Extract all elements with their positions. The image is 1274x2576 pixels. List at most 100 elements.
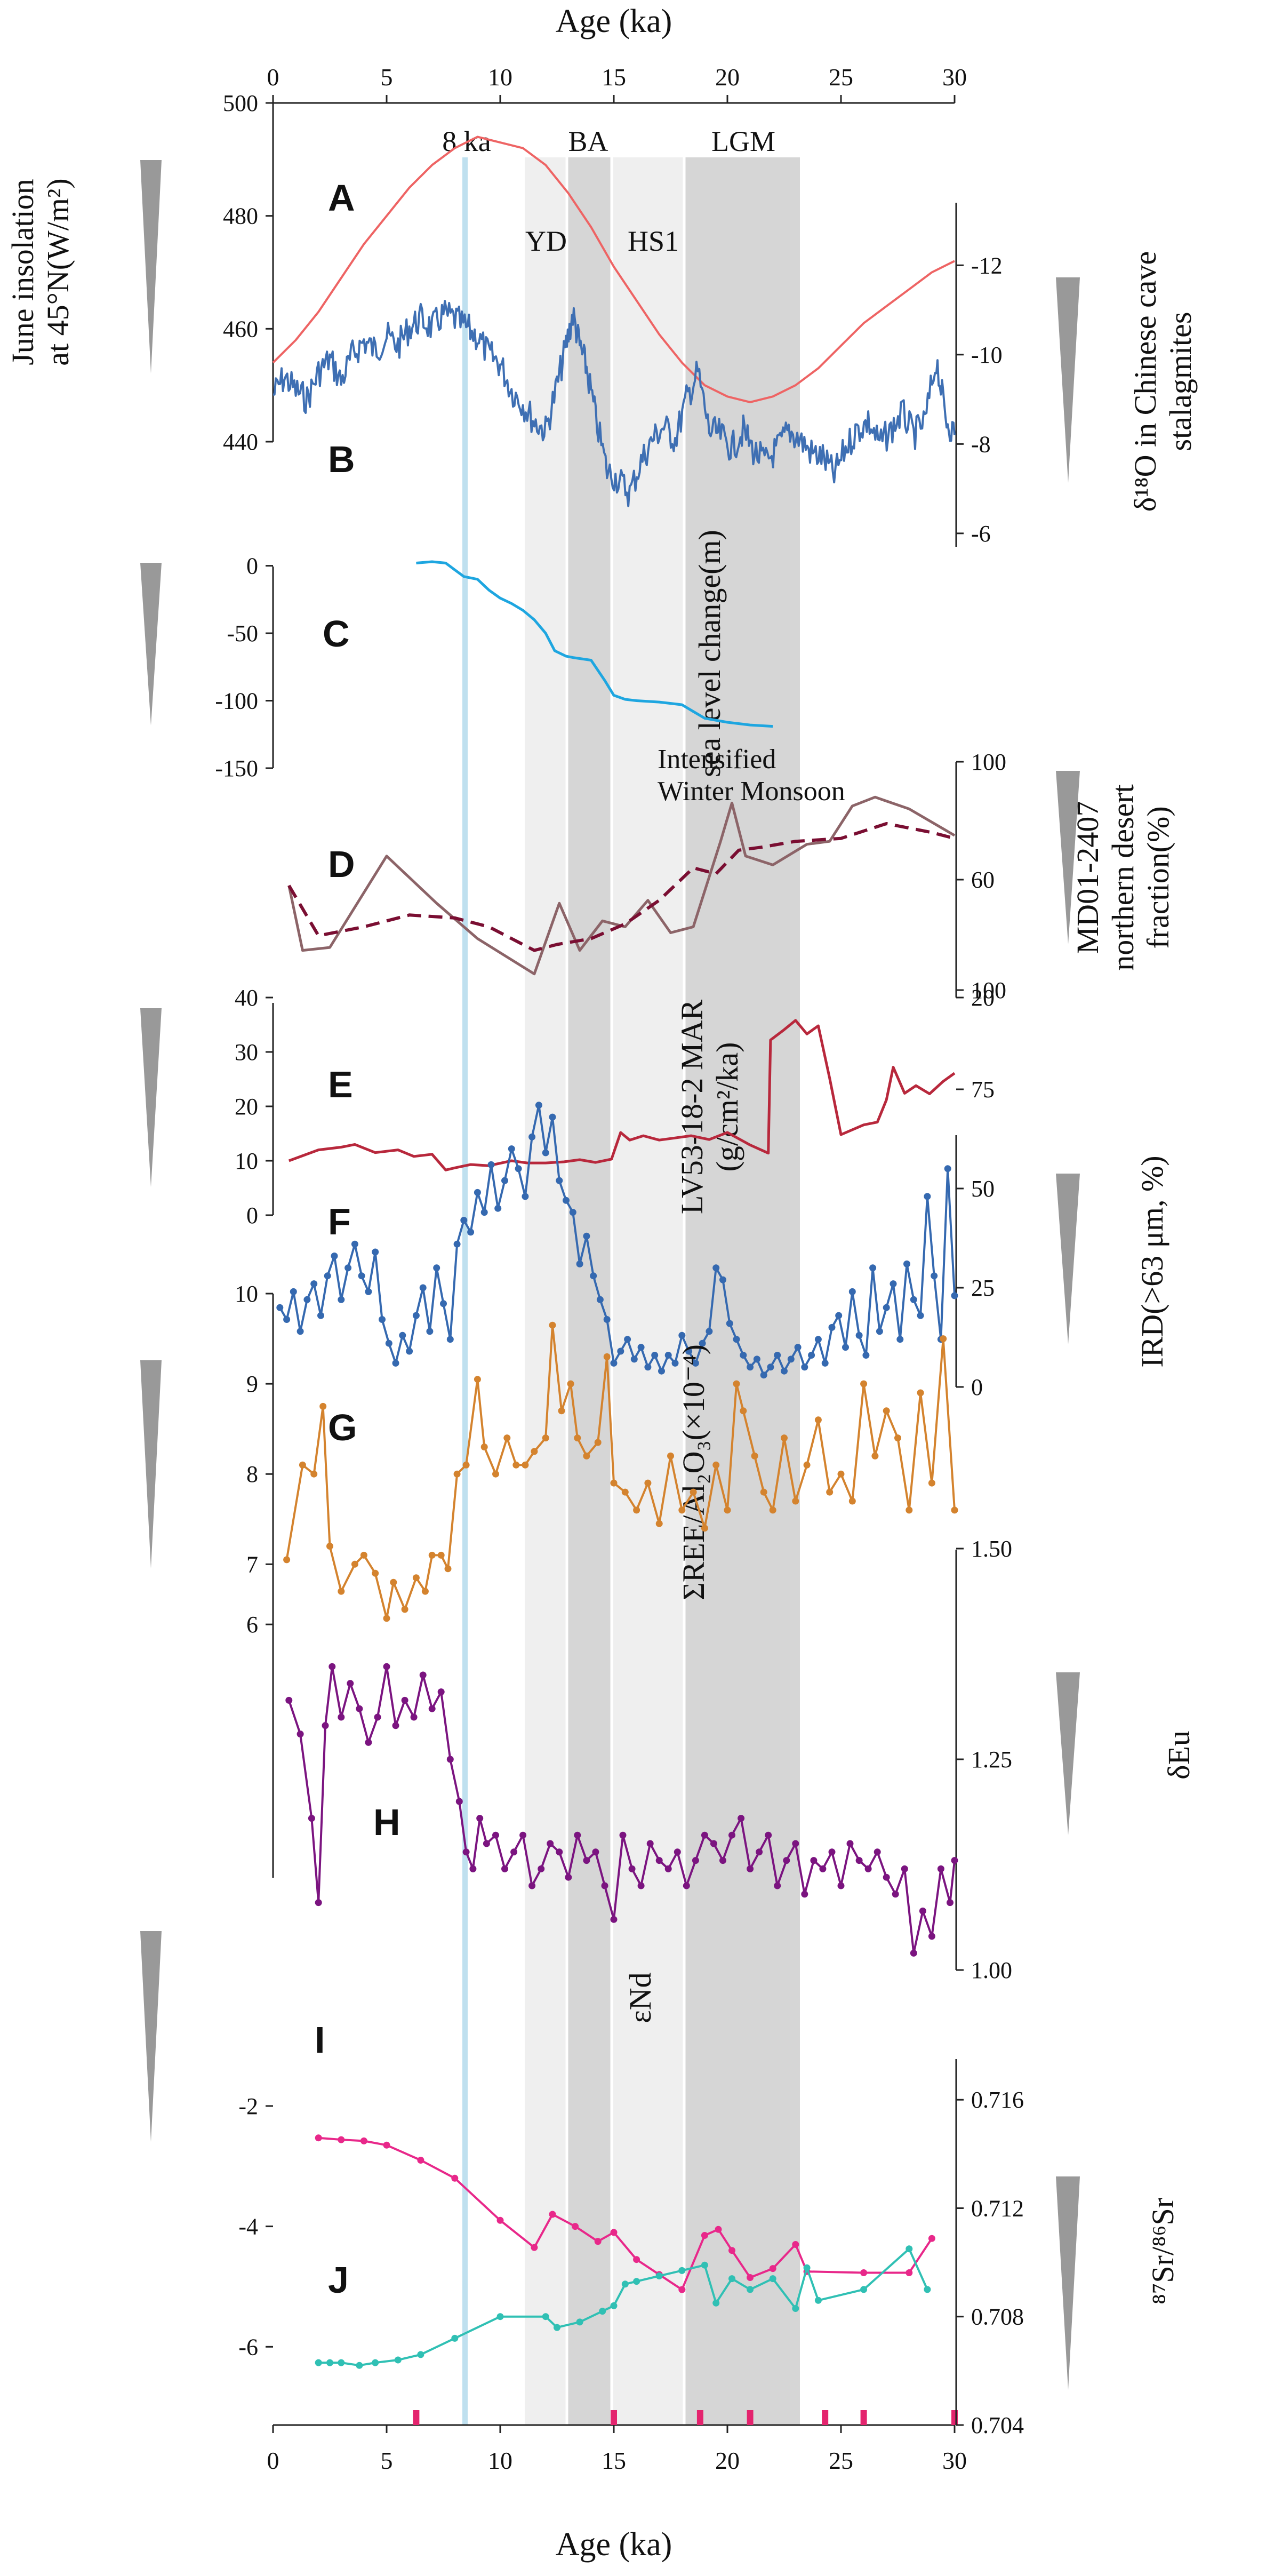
data-point [549,1113,556,1121]
data-point [446,1336,454,1343]
panel-i-series [315,2134,935,2293]
direction-wedge [140,1008,162,1187]
data-point [787,1355,795,1363]
tick-label: 20 [971,985,995,1011]
data-point [740,1407,747,1415]
data-point [701,1525,708,1532]
data-point [928,1933,935,1940]
top-tick-label: 30 [942,63,967,91]
line-8ka [462,157,468,2425]
top-tick-label: 20 [715,63,740,91]
data-point [538,1865,545,1872]
data-point [326,2359,333,2366]
y-axis-label-line: fraction(%) [1141,806,1175,948]
top-axis-ticks: 0 5 10 15 20 25 30 [267,63,967,103]
data-point [917,1389,924,1397]
data-point [601,1882,608,1889]
data-point [610,1479,618,1487]
data-point [855,1857,863,1864]
data-point [401,1606,408,1613]
data-point [356,1705,363,1712]
data-point [417,2351,424,2358]
data-point [862,1352,870,1359]
data-point [462,1461,470,1469]
data-point [828,1323,836,1331]
data-point [549,2211,556,2218]
data-point [728,1831,735,1839]
data-point [522,1193,529,1200]
direction-wedge [140,1931,162,2142]
data-point [767,1363,774,1371]
data-point [848,1288,856,1295]
data-point [338,1588,345,1595]
data-point [549,1321,556,1329]
data-point [692,1359,699,1367]
direction-wedge [1056,277,1080,483]
y-axis-label-line: at 45°N(W/m²) [41,178,75,365]
data-point [783,1857,790,1864]
data-point [803,1461,811,1469]
data-point [428,1551,436,1559]
data-point [747,2286,754,2293]
tick-label: 30 [235,1039,258,1065]
y-axis-label: June insolation at 45°N(W/m²) [5,178,75,365]
data-point [315,2134,322,2142]
direction-wedge [1056,1672,1080,1835]
data-point [508,1145,515,1153]
data-point [624,1336,631,1343]
data-point [821,1359,829,1367]
data-point [347,1680,354,1687]
series-line [287,1665,956,1955]
data-point [558,1407,565,1415]
tick-label: 20 [235,1094,258,1120]
data-point [951,1857,958,1864]
tick-label: 0 [246,553,258,579]
data-point [792,2241,799,2248]
direction-wedges [140,160,1080,2390]
panel-j-series [315,2245,931,2369]
data-point [474,1189,481,1196]
bottom-axis-title: Age (ka) [556,2526,672,2563]
data-point [633,2256,640,2263]
data-point [594,2238,602,2245]
tick-label: 7 [246,1551,258,1577]
data-point [814,1416,822,1424]
panel-d-axis: 20 60 100 MD01-2407 northern desert fraction(… [955,749,1175,1011]
tick-label: 440 [223,429,258,455]
tick-label: 8 [246,1461,258,1487]
data-point [437,1551,445,1559]
data-point [567,1380,574,1387]
annotation-intensified: Intensified [658,744,776,775]
data-point [801,1891,808,1898]
tick-label: 1.25 [971,1746,1012,1773]
data-point [324,1272,331,1280]
data-point [385,1339,392,1347]
top-tick-label: 25 [829,63,853,91]
event-bands [462,157,800,2425]
panel-letter-f: F [328,1201,351,1242]
data-point [496,2216,504,2224]
data-point [646,1840,654,1847]
data-point [401,1696,408,1704]
data-point [740,1352,747,1359]
data-point [733,1380,740,1387]
y-axis-label: ΣREE/Al₂O₃(×10⁻⁴) [676,1344,711,1600]
y-axis-label-line: LV53-18-2 MAR [675,1000,709,1215]
data-point [792,1840,799,1847]
panel-b-series [273,300,956,507]
data-point [372,1248,379,1256]
y-axis-label: LV53-18-2 MAR (g/cm²/ka) [675,1000,744,1215]
data-point [360,1551,367,1559]
panel-f-axis: 0 25 50 75 100 IRD(>63 μm, %) [955,977,1169,1400]
tick-label: 0 [246,1202,258,1229]
data-point [322,1722,329,1729]
data-point [494,1205,502,1212]
data-point [547,1840,554,1847]
data-point [426,1328,434,1335]
data-point [924,1193,931,1200]
data-point [876,1328,883,1335]
top-axis-title: Age (ka) [556,3,672,39]
data-point [310,1470,318,1478]
data-point [637,1882,645,1889]
data-point [358,1272,365,1280]
